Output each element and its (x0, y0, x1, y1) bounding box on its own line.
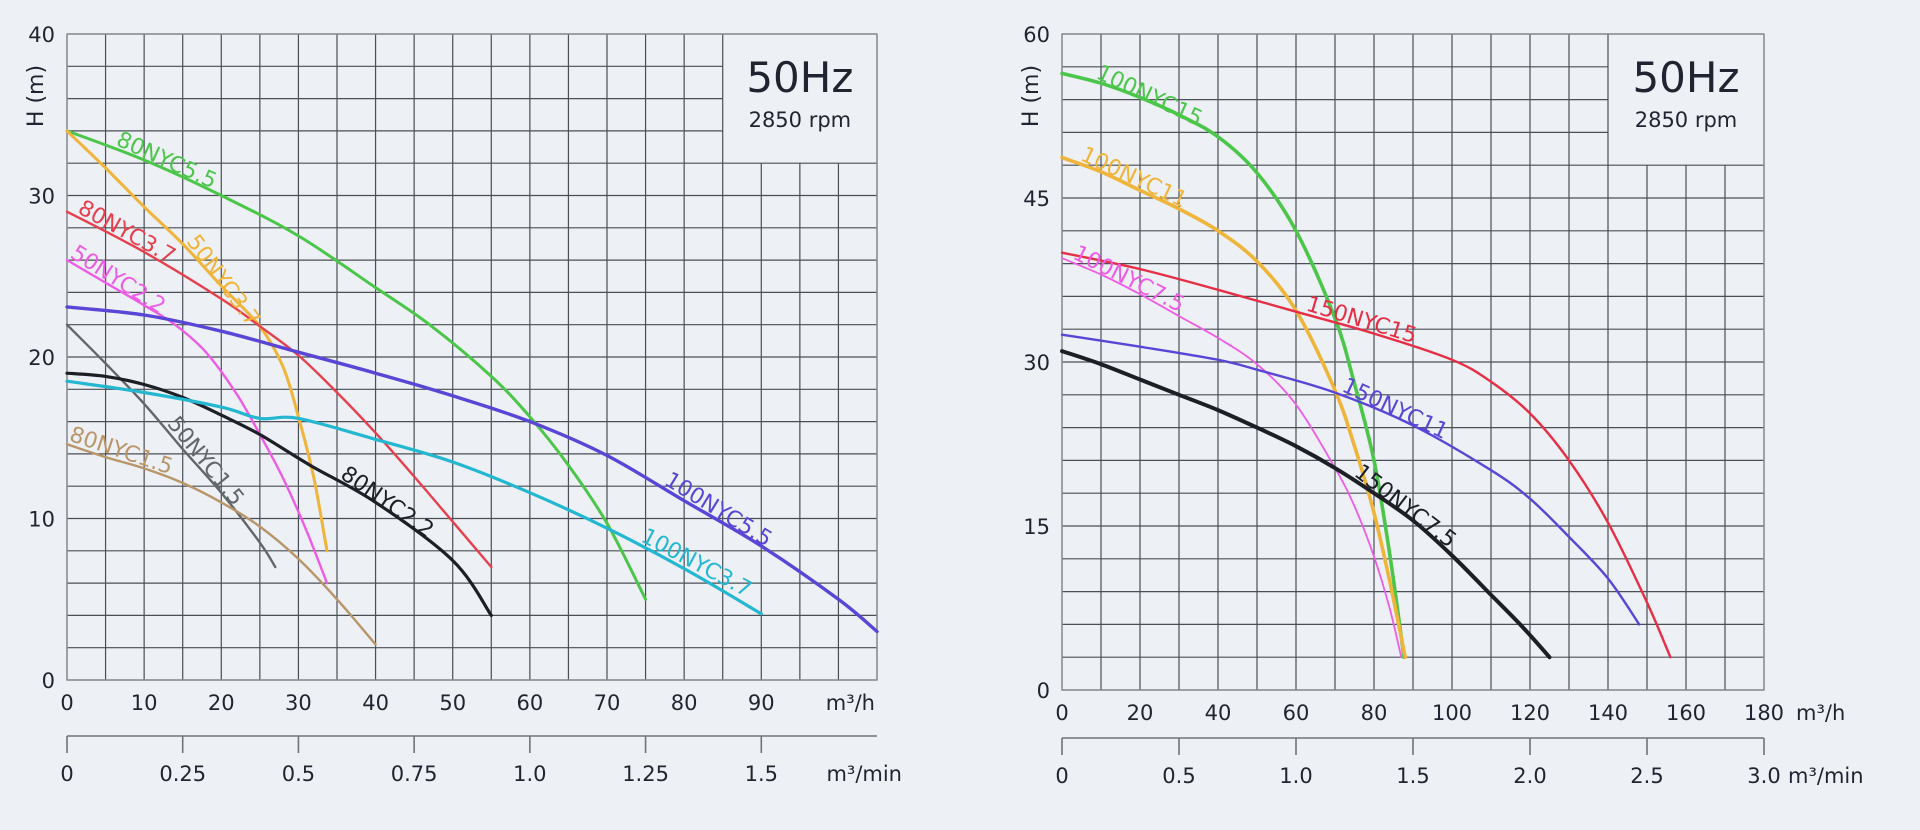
plot-frame (66, 33, 878, 681)
chart-right-x-axis-unit: m³/h (1796, 701, 1845, 725)
y-tick-label: 15 (1023, 515, 1050, 539)
secondary-tick-label: 0.5 (282, 762, 315, 786)
curve-50nyc2-2 (65, 258, 329, 585)
x-tick-label: 60 (516, 691, 543, 715)
chart-right: 100NYC15 100NYC11 150NYC15 100NYC7.5 150NYC1… (1019, 23, 1864, 788)
secondary-tick-label: 0 (1055, 764, 1068, 788)
chart-right-secondary-axis: 0 0.5 1.0 1.5 2.0 2.5 3.0 (1055, 737, 1781, 788)
curve-80nyc3-7 (65, 210, 493, 569)
secondary-tick-label: 0.75 (391, 762, 438, 786)
x-tick-label: 80 (671, 691, 698, 715)
secondary-tick-label: 1.5 (1396, 764, 1429, 788)
chart-right-subtitle: 2850 rpm (1635, 108, 1738, 132)
x-tick-label: 160 (1666, 701, 1706, 725)
x-tick-label: 100 (1432, 701, 1472, 725)
secondary-tick-label: 2.0 (1513, 764, 1546, 788)
curve-100nyc7-5 (1061, 257, 1403, 659)
x-tick-label: 10 (131, 691, 158, 715)
curve-50nyc1-5 (65, 323, 277, 569)
curve-label: 150NYC15 (1303, 292, 1419, 349)
chart-right-curve-labels: 100NYC15 100NYC11 150NYC15 100NYC7.5 150NYC1… (1069, 60, 1461, 553)
chart-left-grid (66, 33, 878, 681)
secondary-tick-label: 1.0 (513, 762, 546, 786)
x-tick-label: 120 (1510, 701, 1550, 725)
y-tick-label: 45 (1023, 187, 1050, 211)
curve-label: 50NYC1.5 (162, 412, 249, 511)
curve-50nyc3-7 (65, 129, 329, 553)
x-tick-label: 0 (60, 691, 73, 715)
y-tick-label: 20 (28, 346, 55, 370)
x-tick-label: 30 (285, 691, 312, 715)
curve-label: 100NYC15 (1092, 60, 1206, 131)
x-tick-label: 140 (1588, 701, 1628, 725)
curve-label: 100NYC7.5 (1069, 241, 1188, 318)
secondary-tick-label: 0 (60, 762, 73, 786)
y-tick-label: 60 (1023, 23, 1050, 47)
chart-left-curves (65, 129, 879, 646)
secondary-tick-label: 1.0 (1279, 764, 1312, 788)
secondary-tick-label: 0.25 (159, 762, 206, 786)
chart-right-curves (1060, 71, 1672, 660)
curve-150nyc15 (1060, 251, 1672, 659)
chart-left-subtitle: 2850 rpm (749, 108, 852, 132)
curve-label: 80NYC2.2 (336, 462, 438, 543)
curve-100nyc11 (1060, 155, 1407, 659)
x-tick-label: 80 (1361, 701, 1388, 725)
curve-label: 100NYC11 (1077, 142, 1191, 213)
secondary-tick-label: 3.0 (1747, 764, 1780, 788)
chart-right-x-ticks: 0 20 40 60 80 100 120 140 160 180 (1055, 701, 1784, 725)
y-tick-label: 30 (1023, 351, 1050, 375)
plot-frame (1061, 33, 1765, 691)
curve-label: 80NYC1.5 (66, 422, 175, 480)
x-tick-label: 40 (1205, 701, 1232, 725)
chart-right-secondary-axis-unit: m³/min (1788, 764, 1864, 788)
chart-right-grid (1061, 33, 1765, 691)
curve-100nyc5-5 (65, 305, 879, 634)
x-tick-label: 0 (1055, 701, 1068, 725)
y-tick-label: 30 (28, 185, 55, 209)
y-tick-label: 0 (42, 669, 55, 693)
secondary-tick-label: 1.25 (622, 762, 669, 786)
chart-left-title: 50Hz (746, 53, 853, 102)
x-tick-label: 180 (1744, 701, 1784, 725)
curve-label: 150NYC7.5 (1349, 460, 1460, 553)
secondary-tick-label: 0.5 (1162, 764, 1195, 788)
chart-right-info-box: 50Hz 2850 rpm (1632, 53, 1739, 132)
chart-left-x-axis-unit: m³/h (826, 691, 875, 715)
x-tick-label: 60 (1283, 701, 1310, 725)
chart-left-secondary-axis-unit: m³/min (826, 762, 902, 786)
x-tick-label: 90 (748, 691, 775, 715)
curve-150nyc11 (1060, 333, 1641, 626)
curve-80nyc1-5 (65, 443, 377, 646)
curve-80nyc2-2 (65, 371, 493, 617)
x-tick-label: 40 (362, 691, 389, 715)
y-tick-label: 10 (28, 508, 55, 532)
chart-left-y-ticks: 0 10 20 30 40 (28, 23, 55, 693)
x-tick-label: 70 (594, 691, 621, 715)
secondary-tick-label: 2.5 (1630, 764, 1663, 788)
y-tick-label: 40 (28, 23, 55, 47)
curve-label: 150NYC11 (1338, 374, 1452, 445)
x-tick-label: 50 (439, 691, 466, 715)
curve-80nyc5-5 (65, 129, 648, 601)
chart-left-y-axis-label: H (m) (24, 65, 49, 127)
chart-right-y-axis-label: H (m) (1019, 65, 1044, 127)
curve-150nyc7-5 (1060, 349, 1552, 660)
x-tick-label: 20 (208, 691, 235, 715)
chart-right-title: 50Hz (1632, 53, 1739, 102)
chart-right-y-ticks: 0 15 30 45 60 (1023, 23, 1050, 703)
y-tick-label: 0 (1037, 679, 1050, 703)
chart-left-x-ticks: 0 10 20 30 40 50 60 70 80 90 (60, 691, 774, 715)
curve-100nyc3-7 (65, 379, 763, 616)
x-tick-label: 20 (1127, 701, 1154, 725)
chart-left-secondary-axis: 0 0.25 0.5 0.75 1.0 1.25 1.5 (60, 735, 877, 786)
chart-left-curve-labels: 80NYC5.550NYC3.780NYC3.750NYC2.2100NYC5.… (66, 127, 776, 602)
secondary-tick-label: 1.5 (745, 762, 778, 786)
chart-left-info-box: 50Hz 2850 rpm (746, 53, 853, 132)
chart-left: 80NYC5.550NYC3.780NYC3.750NYC2.2100NYC5.… (24, 23, 902, 786)
curve-label: 80NYC5.5 (112, 127, 220, 194)
